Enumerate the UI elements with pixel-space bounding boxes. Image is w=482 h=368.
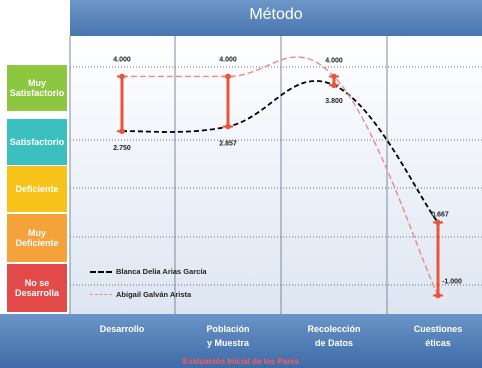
level-deficiente: Deficiente: [6, 165, 68, 213]
x-tick-label-1: Población y Muestra: [206, 324, 250, 349]
level-labels: Muy Satisfactorio Satisfactorio Deficien…: [0, 0, 70, 368]
legend-swatch-series1: [90, 294, 112, 295]
data-label-6: 0.667: [431, 211, 449, 218]
x-tick-label-3: Cuestiones éticas: [413, 324, 463, 349]
legend-item-series0: Blanca Delia Arias García: [90, 267, 207, 276]
point-s0-1: [225, 123, 231, 130]
point-s1-3: [435, 292, 441, 299]
level-muy-satisfactorio: Muy Satisfactorio: [6, 64, 68, 112]
data-label-0: 4.000: [113, 56, 131, 63]
level-muy-deficiente: Muy Deficiente: [6, 213, 68, 263]
legend-label-series0: Blanca Delia Arias García: [116, 267, 207, 276]
level-no-se-desarrolla: No se Desarrolla: [6, 263, 68, 313]
data-label-4: 4.000: [325, 57, 343, 64]
point-s0-2: [331, 82, 337, 89]
footer-title: Evaluación Inicial de los Pares: [182, 357, 300, 366]
point-s0-0: [119, 128, 125, 135]
data-label-3: 2.857: [219, 141, 237, 148]
point-s1-1: [225, 73, 231, 80]
point-s1-2: [331, 73, 337, 80]
chart-title: Método: [249, 6, 303, 23]
data-label-1: 2.750: [113, 145, 131, 152]
series-line-0: [121, 80, 439, 224]
point-s1-0: [119, 73, 125, 80]
series-line-1: [122, 56, 439, 296]
legend-item-series1: Abigail Galván Arista: [90, 290, 191, 299]
plot-area: [70, 36, 482, 314]
x-axis-bar: Desarrollo Población y Muestra Recolecció…: [0, 314, 482, 368]
data-label-5: 3.800: [325, 98, 343, 105]
chart-title-bar: Método: [70, 0, 482, 36]
legend-swatch-series0: [90, 270, 112, 273]
data-label-7: -1.000: [442, 278, 462, 285]
point-s0-3: [435, 219, 441, 226]
legend-label-series1: Abigail Galván Arista: [116, 290, 192, 299]
x-tick-label-0: Desarrollo: [99, 324, 145, 334]
x-tick-label-2: Recolección de Datos: [307, 324, 361, 349]
data-label-2: 4.000: [219, 56, 237, 63]
